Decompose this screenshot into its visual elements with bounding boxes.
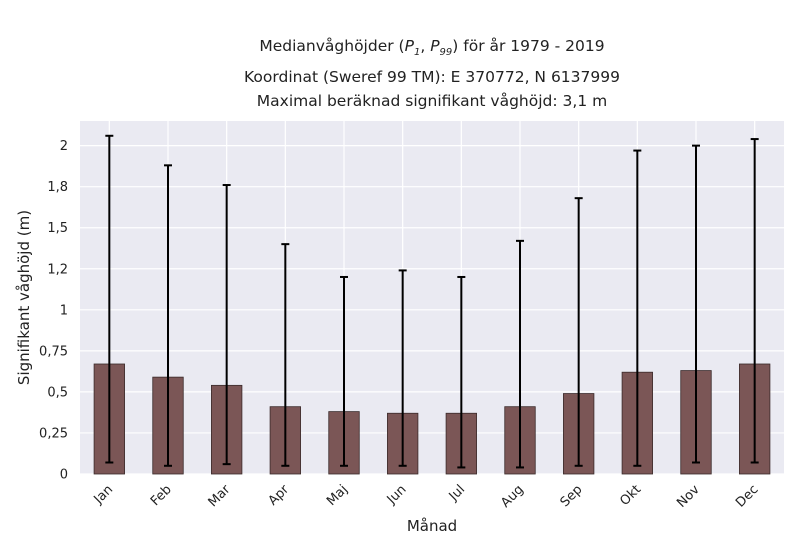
y-axis-ticks: 0 0,25 0,5 0,75 1 1,2 1,5 1,8 2 bbox=[39, 139, 68, 482]
x-tick-label: Dec bbox=[733, 482, 761, 510]
title-line-3: Maximal beräknad signifikant våghöjd: 3,… bbox=[256, 92, 608, 111]
y-tick-label: 0,25 bbox=[39, 426, 68, 441]
title-line-1: Medianvåghöjder (P1, P99) för år 1979 - … bbox=[259, 37, 605, 59]
x-tick-label: Maj bbox=[324, 482, 351, 509]
x-tick-label: Aug bbox=[498, 482, 527, 511]
x-tick-label: Sep bbox=[558, 482, 586, 510]
x-axis-ticks: Jan Feb Mar Apr Maj Jun Jul Aug Sep Okt Nov Dec bbox=[91, 482, 762, 511]
y-tick-label: 0,5 bbox=[47, 385, 68, 400]
x-tick-label: Jun bbox=[384, 482, 410, 508]
y-axis-label: Signifikant våghöjd (m) bbox=[15, 210, 33, 385]
x-tick-label: Mar bbox=[206, 482, 234, 510]
x-tick-label: Okt bbox=[617, 482, 644, 509]
plot-area bbox=[80, 121, 784, 474]
y-tick-label: 1 bbox=[60, 303, 68, 318]
error-bars bbox=[105, 134, 759, 469]
x-axis-label: Månad bbox=[407, 517, 457, 535]
y-tick-label: 1,2 bbox=[47, 262, 68, 277]
x-tick-label: Apr bbox=[266, 482, 293, 509]
x-tick-label: Jul bbox=[446, 482, 468, 504]
x-tick-label: Feb bbox=[148, 482, 175, 509]
x-tick-label: Nov bbox=[674, 482, 703, 511]
y-tick-label: 0,75 bbox=[39, 344, 68, 359]
chart-title: Medianvåghöjder (P1, P99) för år 1979 - … bbox=[80, 34, 784, 113]
y-tick-label: 1,8 bbox=[47, 180, 68, 195]
x-tick-label: Jan bbox=[91, 482, 116, 507]
title-line-2: Koordinat (Sweref 99 TM): E 370772, N 61… bbox=[244, 68, 620, 87]
y-tick-label: 1,5 bbox=[47, 221, 68, 236]
y-tick-label: 2 bbox=[60, 139, 68, 154]
y-tick-label: 0 bbox=[60, 468, 68, 483]
